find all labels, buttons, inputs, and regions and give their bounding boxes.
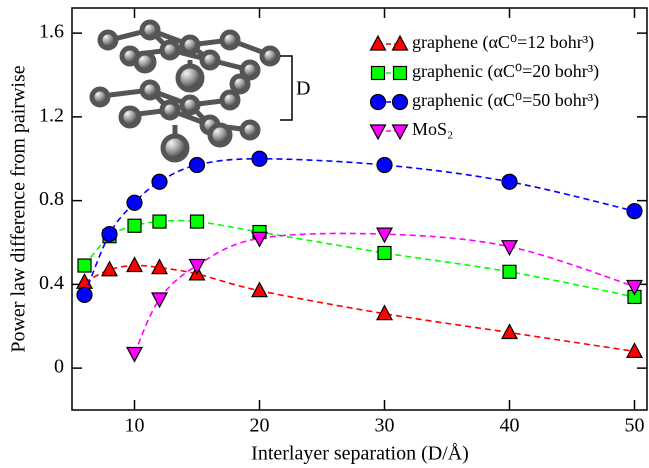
x-axis-label: Interlayer separation (D/Å) [251,443,469,465]
legend-label: graphenic (αC⁰=50 bohr³) [412,90,599,111]
inset-illustration [92,22,278,160]
plot-area [77,151,642,361]
x-tick-label: 50 [625,415,645,437]
marker [152,293,167,307]
y-tick-label: 1.2 [39,104,64,126]
marker [127,195,142,210]
chart: D Interlayer separation (D/Å) Power law … [0,0,649,468]
x-tick-label: 30 [375,415,395,437]
marker [371,36,386,50]
legend-label: graphenic (αC⁰=20 bohr³) [412,61,599,82]
marker [378,246,391,259]
marker [394,67,407,80]
marker [372,67,385,80]
marker [78,259,91,272]
marker [190,158,205,173]
y-tick-label: 0.8 [39,188,64,210]
legend-label: graphene (αC⁰=12 bohr³) [412,32,594,53]
marker [152,174,167,189]
y-tick-label: 1.6 [39,21,64,43]
marker [377,228,392,242]
inset-bracket [280,56,292,120]
marker [627,204,642,219]
marker [393,36,408,50]
inset-label: D [296,78,310,100]
series-line [85,265,635,351]
x-tick-label: 40 [500,415,520,437]
legend-label: MoS₂ [412,119,453,139]
marker [127,258,142,272]
x-tick-label: 10 [125,415,145,437]
marker [77,287,92,302]
marker [190,260,205,274]
marker [191,215,204,228]
marker [393,95,408,110]
marker [503,265,516,278]
y-tick-label: 0 [54,356,64,378]
marker [371,125,386,139]
x-tick-label: 20 [250,415,270,437]
y-tick-label: 0.4 [39,272,64,294]
marker [128,219,141,232]
marker [502,241,517,255]
marker [502,325,517,339]
y-axis-label: Power law difference from pairwise [8,65,30,352]
marker [377,158,392,173]
marker [127,347,142,361]
marker [371,95,386,110]
marker [102,227,117,242]
marker [153,215,166,228]
marker [252,151,267,166]
marker [252,283,267,297]
marker [393,125,408,139]
marker [502,174,517,189]
